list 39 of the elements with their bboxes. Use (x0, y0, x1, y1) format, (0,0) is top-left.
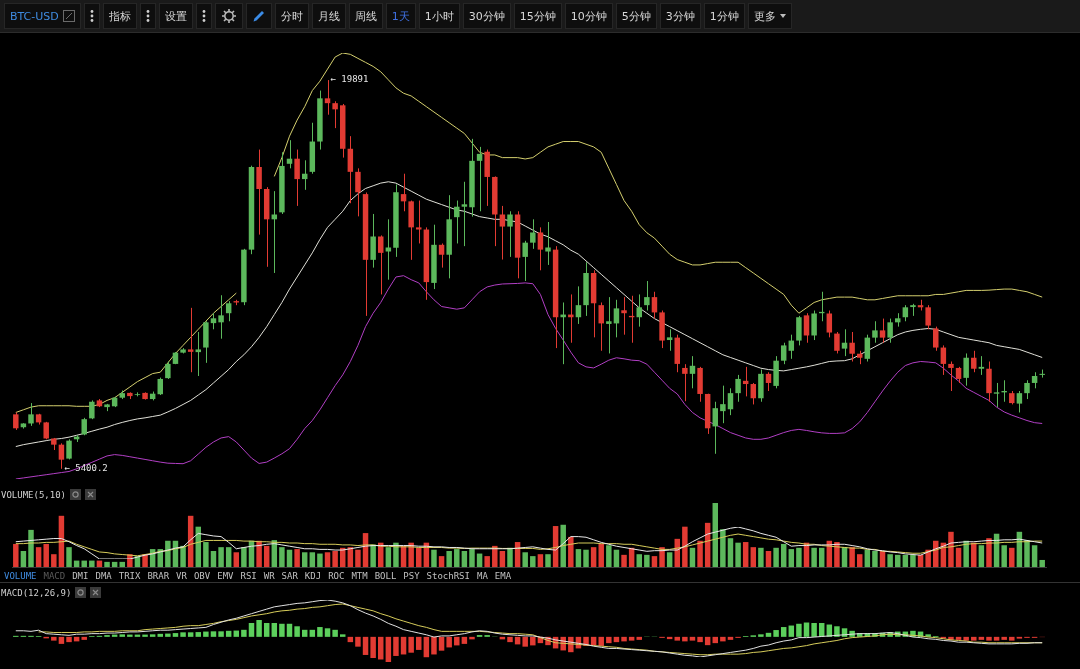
text: 月线 (317, 8, 340, 24)
text: OBV (193, 570, 211, 581)
text: 分时 (280, 8, 303, 24)
chart-title: VOLUME(5,10) (1, 489, 67, 500)
text: StochRSI (426, 570, 470, 581)
text: RSI (240, 570, 257, 581)
text: VOLUME (4, 570, 37, 581)
text: 3分钟 (665, 8, 695, 24)
text: 10分钟 (570, 8, 607, 24)
text: DMI (72, 570, 89, 581)
text: BOLL (374, 570, 397, 581)
text: KDJ (304, 570, 322, 581)
text: 1分钟 (709, 8, 739, 24)
text: 30分钟 (468, 8, 505, 24)
text: 更多 (753, 8, 776, 24)
annotation: ← 5400.2 (64, 463, 108, 474)
text: 1小时 (424, 8, 454, 24)
text: 5分钟 (621, 8, 651, 24)
text: 15分钟 (519, 8, 556, 24)
text: MACD (43, 570, 66, 581)
text: BRAR (147, 570, 170, 581)
text: TRIX (118, 570, 141, 581)
text: PSY (403, 570, 420, 581)
text: EMV (217, 570, 234, 581)
annotation: ← 19891 (330, 74, 369, 85)
text: VR (176, 570, 187, 581)
text: DMA (95, 570, 112, 581)
chart-title: MACD(12,26,9) (1, 587, 72, 598)
text: WR (263, 570, 275, 581)
text: 周线 (354, 8, 377, 24)
text: SAR (281, 570, 298, 581)
text: 1天 (391, 8, 410, 24)
text: EMA (494, 570, 512, 581)
text: MTM (351, 570, 368, 581)
text: 指标 (108, 8, 131, 24)
text: MA (476, 570, 488, 581)
text: ROC (328, 570, 345, 581)
text: BTC-USD (10, 9, 59, 23)
text: 设置 (164, 8, 187, 24)
